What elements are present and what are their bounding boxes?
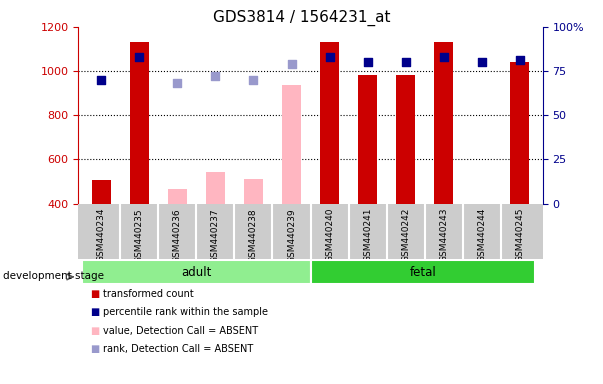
Bar [396,76,415,204]
Point [325,54,335,60]
Bar [510,62,529,204]
Text: rank, Detection Call = ABSENT: rank, Detection Call = ABSENT [103,344,253,354]
Point [96,77,106,83]
Text: GSM440239: GSM440239 [287,208,296,263]
Text: GSM440238: GSM440238 [249,208,258,263]
Bar [320,42,339,204]
Bar [244,179,263,204]
Text: ■: ■ [90,307,99,317]
Text: ■: ■ [90,289,99,299]
Point [401,59,411,65]
Text: GSM440234: GSM440234 [96,208,106,263]
Text: GDS3814 / 1564231_at: GDS3814 / 1564231_at [213,10,390,26]
Text: value, Detection Call = ABSENT: value, Detection Call = ABSENT [103,326,257,336]
Bar [206,172,225,204]
Bar [358,76,377,204]
Bar [130,42,149,204]
Point [210,73,220,79]
Text: GSM440241: GSM440241 [363,208,372,263]
Bar [282,85,301,204]
Text: ■: ■ [90,326,99,336]
Point [286,61,296,67]
Text: percentile rank within the sample: percentile rank within the sample [103,307,268,317]
Text: GSM440245: GSM440245 [516,208,525,263]
Text: GSM440237: GSM440237 [211,208,220,263]
Text: transformed count: transformed count [103,289,193,299]
Bar [434,42,453,204]
Point [439,54,449,60]
Text: GSM440235: GSM440235 [135,208,144,263]
Text: GSM440242: GSM440242 [401,208,410,262]
Text: fetal: fetal [409,266,436,278]
Text: GSM440244: GSM440244 [478,208,486,262]
Point [477,59,487,65]
Text: GSM440236: GSM440236 [173,208,182,263]
Point [248,77,258,83]
Bar [82,260,311,285]
Point [515,57,525,63]
Text: adult: adult [181,266,212,278]
Text: GSM440243: GSM440243 [439,208,448,263]
Bar [168,189,187,204]
Point [134,54,144,60]
Text: development stage: development stage [3,271,104,281]
Bar [92,180,111,204]
Text: GSM440240: GSM440240 [325,208,334,263]
Point [172,80,182,86]
Point [363,59,373,65]
Bar [311,260,535,285]
Text: ■: ■ [90,344,99,354]
